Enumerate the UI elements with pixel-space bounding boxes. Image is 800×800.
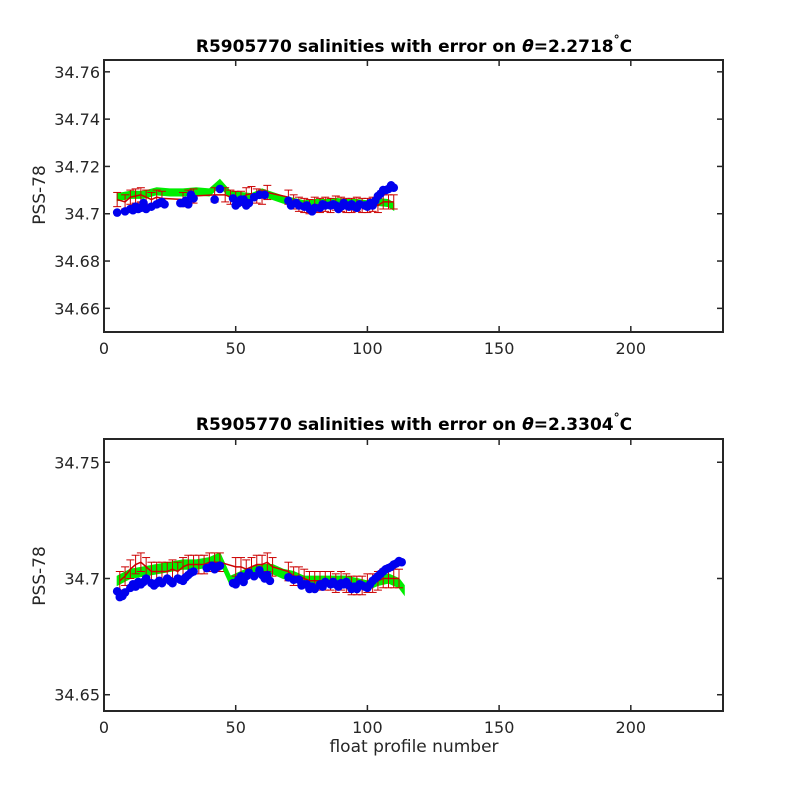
data-point [215,184,225,194]
y-tick-label: 34.66 [54,299,100,318]
data-point [112,208,122,217]
y-tick-label: 34.76 [54,63,100,82]
data-point [189,194,198,203]
y-axis-label: PSS-78 [30,546,50,606]
y-axis-label: PSS-78 [30,165,50,225]
chart-panel-bottom: R5905770 salinities with error on θ=2.33… [30,411,724,757]
x-tick-label: 100 [352,339,383,358]
axes-frame [103,59,724,333]
x-tick-label: 100 [352,718,383,737]
data-point [189,567,198,576]
error-bar [113,191,122,208]
data-point [249,571,259,581]
x-tick-label: 0 [99,339,109,358]
y-tick-label: 34.75 [54,453,100,472]
plot-area [104,439,723,711]
y-tick-label: 34.7 [64,569,100,588]
data-point [160,199,169,209]
data-point [210,195,219,204]
x-tick-label: 150 [484,339,515,358]
data-point [397,557,406,567]
data-point [260,190,269,200]
data-point [244,198,254,208]
x-tick-label: 50 [226,339,246,358]
data-point [265,576,275,586]
data-point [183,199,193,209]
x-axis-label: float profile number [329,737,498,757]
axes-frame [103,438,724,712]
data-point [389,183,399,193]
chart-title: R5905770 salinities with error on θ=2.27… [196,33,632,57]
x-tick-label: 150 [484,718,515,737]
x-tick-label: 0 [99,718,109,737]
chart-panel-top: R5905770 salinities with error on θ=2.27… [30,33,724,358]
data-point [215,561,225,570]
x-tick-label: 200 [616,718,647,737]
y-tick-label: 34.72 [54,157,100,176]
y-tick-label: 34.74 [54,110,100,129]
x-tick-label: 200 [616,339,647,358]
y-tick-label: 34.7 [64,205,100,224]
chart-title: R5905770 salinities with error on θ=2.33… [196,411,632,435]
y-tick-label: 34.65 [54,686,100,705]
x-tick-label: 50 [226,718,246,737]
y-tick-label: 34.68 [54,252,100,271]
